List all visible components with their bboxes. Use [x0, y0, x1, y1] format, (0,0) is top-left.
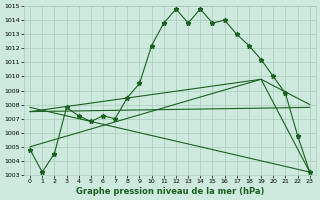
X-axis label: Graphe pression niveau de la mer (hPa): Graphe pression niveau de la mer (hPa): [76, 187, 264, 196]
